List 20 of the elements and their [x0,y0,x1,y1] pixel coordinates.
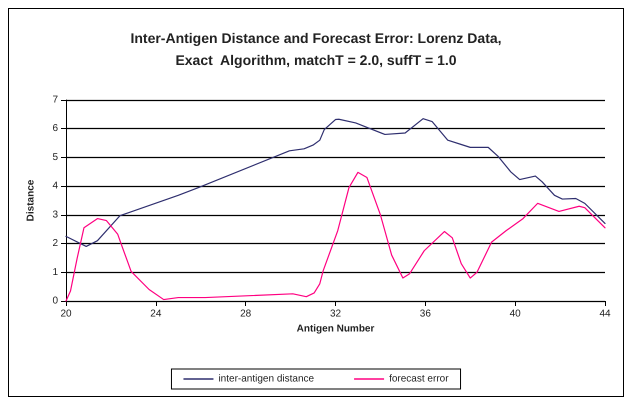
y-tick-label: 0 [52,296,58,306]
y-axis-title: Distance [26,179,36,222]
x-tick-label: 32 [330,308,342,320]
y-tick-label: 5 [52,152,58,163]
x-tick-label: 44 [599,308,611,320]
y-tick-label: 2 [52,238,58,250]
x-tick-label: 28 [240,308,252,320]
y-tick-label: 3 [52,209,58,220]
chart-title: Inter-Antigen Distance and Forecast Error: Lorenz Data, Exact Algorithm, matchT = 2.0, suffT = 1.0 [130,30,502,68]
y-tick-label: 4 [52,180,58,192]
legend-label: inter-antigen distance [218,374,315,384]
y-tick-label: 7 [52,94,58,106]
legend-label: forecast error [389,374,450,384]
y-tick-label: 6 [52,123,58,134]
x-axis-title: Antigen Number [296,323,374,334]
x-tick-label: 24 [150,308,162,320]
x-tick-label: 36 [420,308,432,320]
y-tick-label: 1 [52,266,58,278]
x-tick-label: 20 [60,308,72,320]
x-tick-label: 40 [510,308,522,320]
